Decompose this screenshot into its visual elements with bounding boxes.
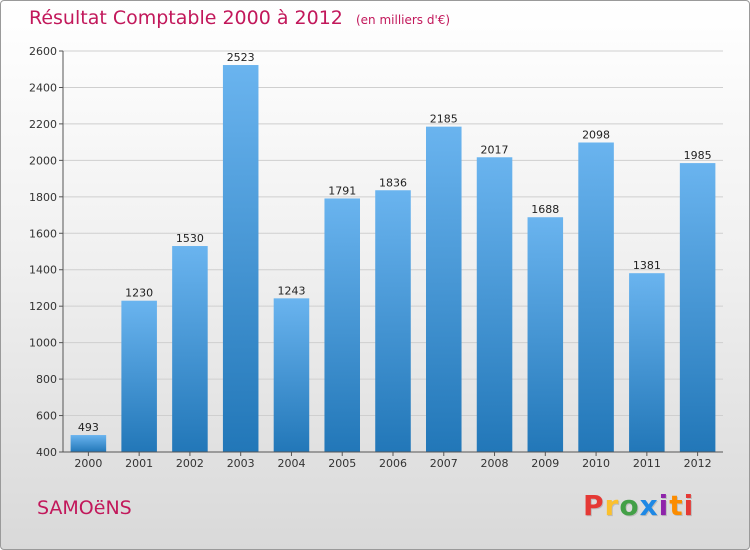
proxiti-logo: Proxiti (583, 489, 695, 522)
y-tick-label: 400 (36, 446, 57, 459)
y-tick-label: 1000 (29, 337, 57, 350)
data-label-2005: 1791 (328, 184, 356, 197)
data-label-2001: 1230 (125, 287, 153, 300)
x-tick-label-2005: 2005 (328, 457, 356, 470)
axis-layer: 400 600 800 1000 1200 1400 1600 1800 2000 2200 240… (29, 45, 723, 470)
bar-2001 (121, 300, 157, 452)
x-tick-label-2009: 2009 (531, 457, 559, 470)
y-tick-label: 600 (36, 410, 57, 423)
x-tick-label-2002: 2002 (176, 457, 204, 470)
bar-2007 (426, 126, 462, 452)
y-tick-label: 2200 (29, 118, 57, 131)
bar-2010 (578, 142, 614, 452)
x-tick-label-2004: 2004 (277, 457, 305, 470)
y-tick-label: 2400 (29, 81, 57, 94)
data-label-2004: 1243 (277, 284, 305, 297)
bar-2011 (629, 273, 665, 452)
city-name: SAMOëNS (37, 497, 132, 519)
title-row: Résultat Comptable 2000 à 2012 (en milli… (29, 7, 450, 29)
bar-2004 (273, 298, 310, 452)
y-tick-label: 1200 (29, 300, 57, 313)
x-tick-label-2012: 2012 (684, 457, 712, 470)
y-tick-label: 2600 (29, 45, 57, 58)
bars-layer: 493 1230 1530 2523 1243 1791 1836 2185 2017 1688 2… (70, 51, 716, 453)
data-label-2000: 493 (78, 421, 99, 434)
data-label-2002: 1530 (176, 232, 204, 245)
x-tick-label-2000: 2000 (74, 457, 102, 470)
y-tick-label: 1800 (29, 191, 57, 204)
bar-2002 (172, 246, 208, 452)
y-tick-label: 800 (36, 373, 57, 386)
data-label-2010: 2098 (582, 129, 610, 142)
data-label-2009: 1688 (531, 203, 559, 216)
data-label-2012: 1985 (684, 149, 712, 162)
x-tick-label-2011: 2011 (633, 457, 661, 470)
bar-2009 (527, 217, 564, 452)
chart-subtitle: (en milliers d'€) (355, 13, 451, 27)
y-tick-label: 2000 (29, 154, 57, 167)
bar-2003 (222, 65, 259, 452)
bar-2008 (476, 157, 513, 452)
bar-2000 (70, 435, 107, 452)
data-label-2011: 1381 (633, 259, 661, 272)
data-label-2007: 2185 (430, 113, 458, 126)
y-tick-label: 1600 (29, 227, 57, 240)
x-tick-label-2008: 2008 (481, 457, 509, 470)
x-tick-label-2010: 2010 (582, 457, 610, 470)
x-tick-label-2001: 2001 (125, 457, 153, 470)
data-label-2003: 2523 (227, 51, 255, 64)
bar-2005 (324, 198, 360, 452)
bar-2012 (679, 163, 716, 453)
x-tick-label-2006: 2006 (379, 457, 407, 470)
x-tick-label-2007: 2007 (430, 457, 458, 470)
data-label-2006: 1836 (379, 176, 407, 189)
x-tick-label-2003: 2003 (227, 457, 255, 470)
data-label-2008: 2017 (481, 143, 509, 156)
bar-2006 (375, 190, 411, 453)
chart-title: Résultat Comptable 2000 à 2012 (29, 7, 343, 29)
y-tick-label: 1400 (29, 264, 57, 277)
